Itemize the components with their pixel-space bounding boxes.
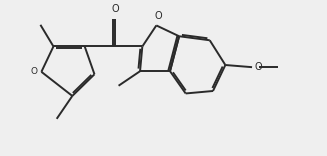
Text: O: O <box>154 11 162 21</box>
Text: O: O <box>31 67 38 76</box>
Text: O: O <box>255 62 262 72</box>
Text: O: O <box>112 4 119 14</box>
